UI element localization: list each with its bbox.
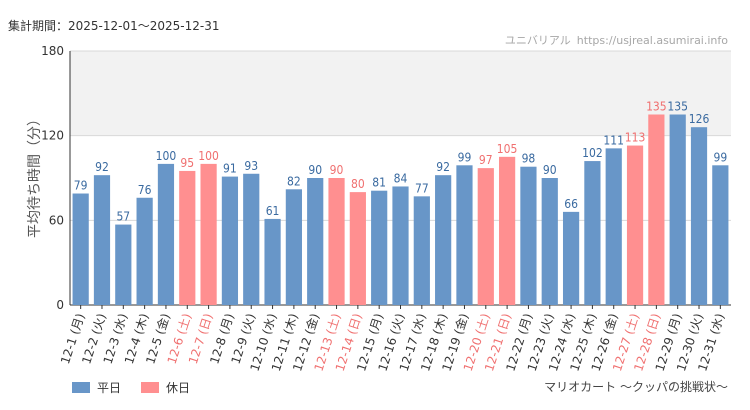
bar	[626, 145, 644, 305]
bar	[669, 114, 686, 305]
bar	[136, 197, 153, 305]
data-label: 57	[116, 210, 130, 224]
data-label: 92	[436, 160, 450, 174]
legend-label-holiday: 休日	[166, 381, 191, 395]
data-label: 90	[308, 163, 322, 177]
period-text: 集計期間：2025-12-01～2025-12-31	[8, 17, 220, 34]
bar	[413, 196, 430, 305]
bar	[307, 178, 324, 305]
data-label: 135	[667, 100, 688, 114]
data-label: 99	[458, 150, 472, 164]
bar	[605, 148, 622, 305]
data-label: 91	[223, 162, 237, 176]
bar	[349, 192, 366, 305]
data-label: 82	[287, 174, 301, 188]
bar	[328, 178, 345, 305]
bar	[456, 165, 473, 305]
highlight-band	[70, 51, 731, 136]
data-label: 92	[95, 160, 109, 174]
data-label: 100	[198, 149, 219, 163]
data-label: 113	[625, 131, 646, 145]
data-label: 93	[244, 159, 258, 173]
data-label: 135	[646, 100, 667, 114]
source-credit: ユニバリアル https://usjreal.asumirai.info	[505, 32, 728, 48]
legend-swatch-weekday	[72, 382, 90, 393]
period-range: 2025-12-01～2025-12-31	[68, 19, 220, 33]
bar	[221, 176, 239, 305]
legend-item-weekday: 平日	[72, 379, 121, 396]
legend: 平日 休日	[72, 379, 210, 396]
period-label: 集計期間：	[8, 19, 69, 33]
bar	[648, 114, 665, 305]
data-label: 84	[394, 171, 408, 185]
data-label: 97	[479, 153, 493, 167]
bar	[179, 170, 196, 305]
data-label: 76	[138, 183, 152, 197]
bar	[562, 211, 580, 305]
data-label: 111	[603, 133, 624, 147]
data-label: 95	[180, 156, 194, 170]
data-label: 100	[156, 149, 177, 163]
bar	[392, 186, 409, 305]
data-label: 79	[74, 179, 88, 193]
data-label: 90	[330, 163, 344, 177]
bar	[690, 127, 708, 305]
y-tick-label: 120	[41, 129, 64, 143]
bar	[541, 178, 558, 305]
bar	[371, 190, 388, 305]
bar	[477, 168, 494, 305]
legend-label-weekday: 平日	[97, 381, 122, 395]
legend-swatch-holiday	[141, 382, 160, 393]
bar	[285, 189, 302, 305]
source-url[interactable]: https://usjreal.asumirai.info	[576, 34, 728, 47]
bar	[115, 224, 132, 305]
bar	[584, 161, 601, 305]
attraction-name: マリオカート 〜クッパの挑戦状〜	[544, 380, 728, 394]
data-label: 99	[713, 150, 727, 164]
bar	[157, 163, 175, 305]
data-label: 102	[582, 146, 603, 160]
data-label: 126	[689, 112, 710, 126]
bar	[712, 165, 729, 305]
y-tick-label: 180	[41, 44, 64, 58]
data-label: 90	[543, 163, 557, 177]
bar	[200, 163, 217, 305]
data-label: 66	[564, 197, 578, 211]
data-label: 77	[415, 181, 429, 195]
y-tick-label: 60	[49, 213, 64, 227]
data-label: 61	[266, 204, 280, 218]
bar	[93, 175, 111, 305]
legend-item-holiday: 休日	[141, 379, 190, 396]
data-label: 81	[372, 176, 386, 190]
data-label: 80	[351, 177, 365, 191]
data-label: 98	[522, 152, 536, 166]
data-label: 105	[497, 142, 518, 156]
y-tick-label: 0	[56, 298, 64, 312]
bar	[499, 156, 516, 305]
bar	[520, 166, 537, 305]
bar	[435, 175, 452, 305]
bar	[72, 193, 89, 305]
bar	[264, 218, 281, 305]
bar	[243, 173, 260, 305]
source-site: ユニバリアル	[504, 34, 571, 47]
